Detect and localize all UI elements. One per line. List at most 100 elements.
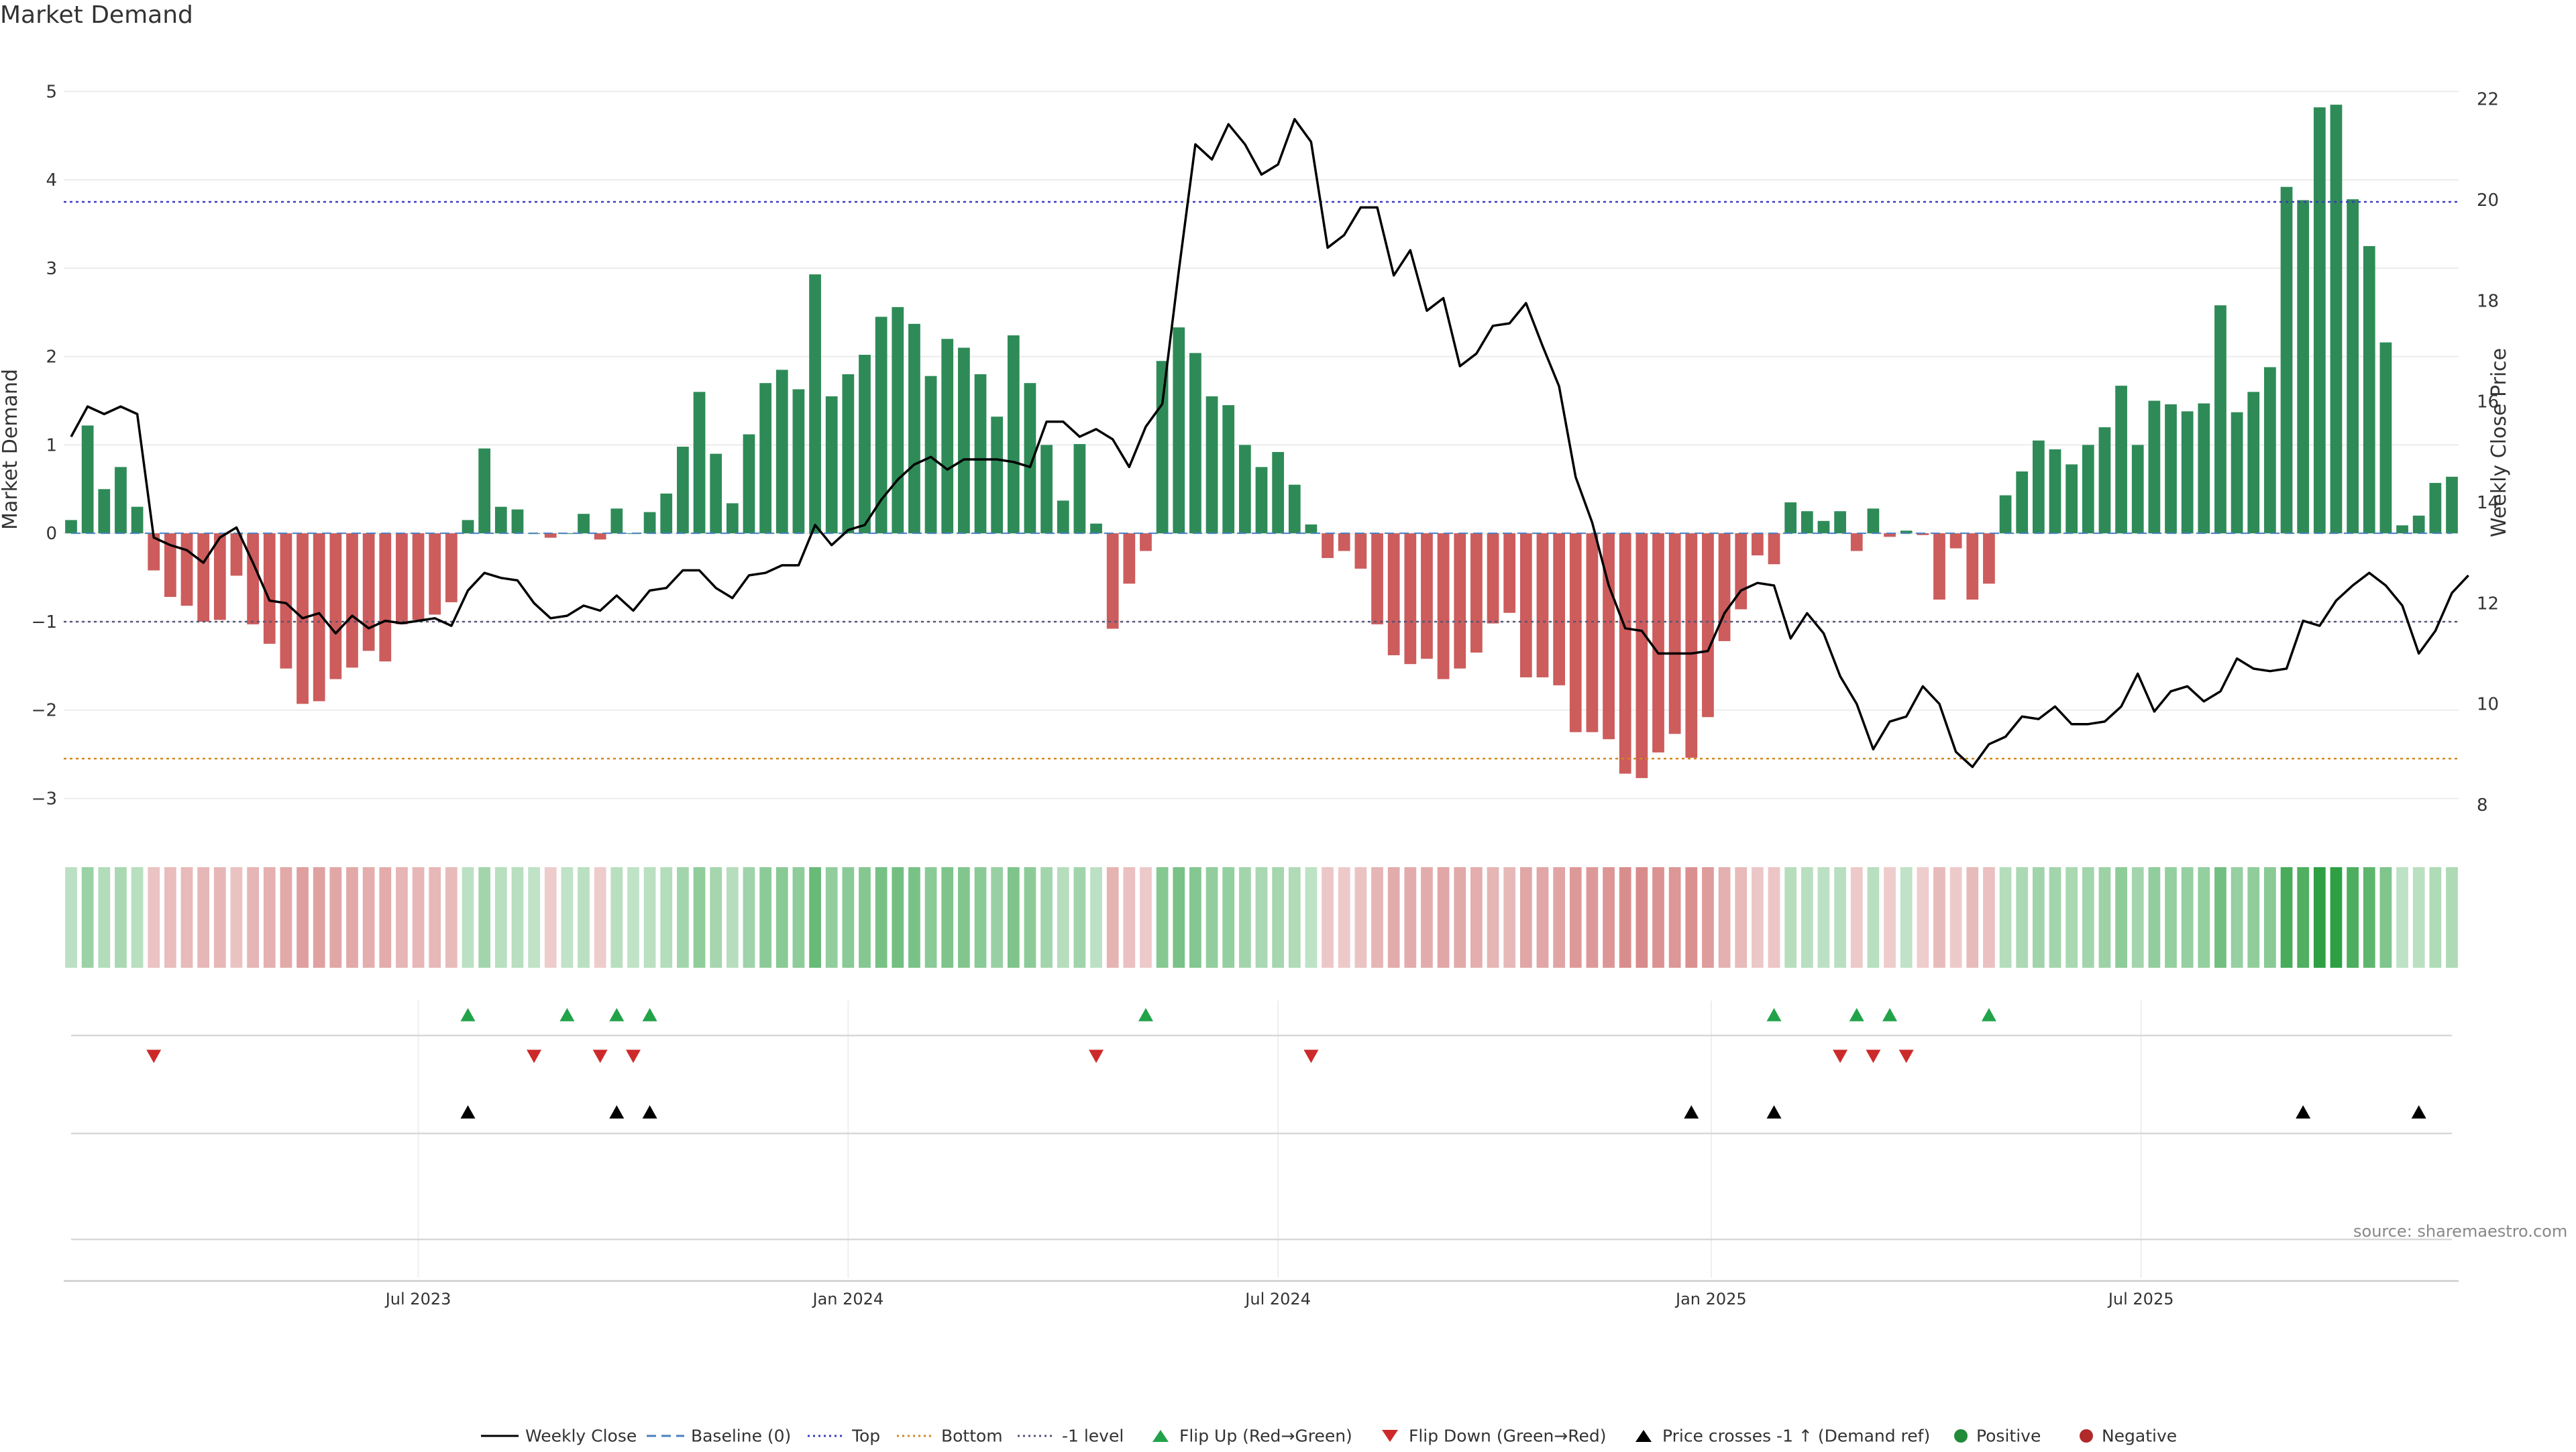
flip-up-marker	[1766, 1008, 1782, 1021]
legend-weekly-close[interactable]: Weekly Close	[480, 1425, 637, 1446]
demand-bar	[1238, 445, 1251, 534]
legend-minus1[interactable]: -1 level	[1016, 1425, 1124, 1446]
heat-cell	[660, 867, 673, 968]
legend-flip-down[interactable]: Flip Down (Green→Red)	[1377, 1425, 1606, 1446]
heat-cell	[2181, 867, 2194, 968]
demand-bar	[263, 533, 276, 644]
heat-cell	[362, 867, 375, 968]
heat-cell	[1735, 867, 1748, 968]
price-cross-marker	[609, 1105, 625, 1119]
heat-cell	[759, 867, 771, 968]
demand-bar	[1106, 533, 1119, 629]
heat-cell	[1338, 867, 1350, 968]
flip-down-marker	[146, 1050, 162, 1063]
demand-bar	[859, 355, 871, 534]
demand-bar	[1073, 444, 1086, 534]
legend-flip-up[interactable]: Flip Up (Red→Green)	[1147, 1425, 1352, 1446]
legend-negative[interactable]: Negative	[2076, 1425, 2177, 1446]
heat-cell	[528, 867, 540, 968]
y2-tick-label: 10	[2477, 695, 2499, 715]
heat-cell	[2330, 867, 2343, 968]
demand-bar	[1205, 396, 1218, 534]
demand-bar	[131, 506, 144, 534]
line-swatch-icon	[481, 1435, 519, 1437]
demand-bar	[1635, 533, 1648, 779]
demand-bar	[2247, 392, 2260, 534]
heat-cell	[561, 867, 574, 968]
heat-cell	[1784, 867, 1797, 968]
demand-bar	[743, 434, 755, 534]
y2-tick-label: 14	[2477, 493, 2499, 513]
demand-bar	[2148, 400, 2161, 534]
chart-title: Market Demand	[0, 1, 193, 29]
heat-cell	[1305, 867, 1318, 968]
heat-cell	[1238, 867, 1251, 968]
legend-label: Flip Down (Green→Red)	[1408, 1426, 1607, 1446]
demand-bar	[329, 533, 342, 679]
demand-bar	[594, 533, 606, 540]
legend-baseline[interactable]: Baseline (0)	[645, 1425, 791, 1446]
demand-bar	[710, 453, 722, 534]
demand-bar	[1702, 533, 1714, 718]
heat-cell	[677, 867, 689, 968]
heat-cell	[65, 867, 77, 968]
demand-bar	[1371, 533, 1383, 624]
legend-top[interactable]: Top	[806, 1425, 880, 1446]
demand-bar	[379, 533, 392, 662]
y2-tick-label: 18	[2477, 291, 2499, 311]
heat-cell	[2396, 867, 2408, 968]
demand-bar	[313, 533, 325, 702]
legend-positive[interactable]: Positive	[1951, 1425, 2041, 1446]
heat-cell	[1834, 867, 1846, 968]
demand-bar	[908, 323, 920, 534]
heat-cell	[1354, 867, 1367, 968]
heat-cell	[1272, 867, 1285, 968]
demand-bar	[941, 339, 954, 534]
flip-down-marker	[1833, 1050, 1848, 1063]
heat-cell	[1884, 867, 1896, 968]
y-tick-label: 4	[46, 170, 57, 190]
demand-bar	[2165, 404, 2177, 534]
heat-cell	[2032, 867, 2045, 968]
demand-bar	[544, 533, 557, 538]
legend-label: Baseline (0)	[690, 1426, 792, 1446]
y2-tick-label: 20	[2477, 190, 2499, 211]
demand-bar	[1057, 500, 1069, 534]
heat-cell	[2165, 867, 2177, 968]
heat-cell	[1685, 867, 1698, 968]
heat-cell	[263, 867, 276, 968]
demand-bar	[1752, 533, 1764, 556]
demand-bar	[396, 533, 408, 624]
heat-cell	[1817, 867, 1830, 968]
heat-cell	[1503, 867, 1516, 968]
demand-bar	[1834, 511, 1846, 534]
demand-bar	[346, 533, 358, 668]
y2-tick-label: 22	[2477, 90, 2499, 110]
demand-bar	[1966, 533, 1979, 600]
demand-bar	[1387, 533, 1400, 656]
demand-bar	[2115, 386, 2127, 534]
demand-bar	[1917, 533, 1929, 535]
demand-bar	[1305, 524, 1318, 534]
heat-cell	[1603, 867, 1615, 968]
heat-cell	[2115, 867, 2127, 968]
demand-bar	[280, 533, 292, 669]
heat-cell	[148, 867, 160, 968]
heat-cell	[1933, 867, 1945, 968]
demand-bar	[1519, 533, 1532, 677]
heat-cell	[594, 867, 606, 968]
demand-bar	[1454, 533, 1466, 669]
price-cross-marker	[2296, 1105, 2311, 1119]
heat-cell	[578, 867, 590, 968]
legend-price-cross[interactable]: Price crosses -1 ↑ (Demand ref)	[1630, 1425, 1930, 1446]
demand-bar	[362, 533, 375, 651]
heat-cell	[2198, 867, 2210, 968]
demand-bar	[2181, 411, 2194, 534]
heat-cell	[2446, 867, 2458, 968]
demand-bar	[924, 376, 937, 534]
triangle-up-icon	[1635, 1430, 1652, 1442]
legend-bottom[interactable]: Bottom	[896, 1425, 1003, 1446]
flip-up-marker	[642, 1008, 657, 1021]
demand-bar	[98, 489, 111, 534]
y-tick-label: 0	[46, 524, 57, 544]
